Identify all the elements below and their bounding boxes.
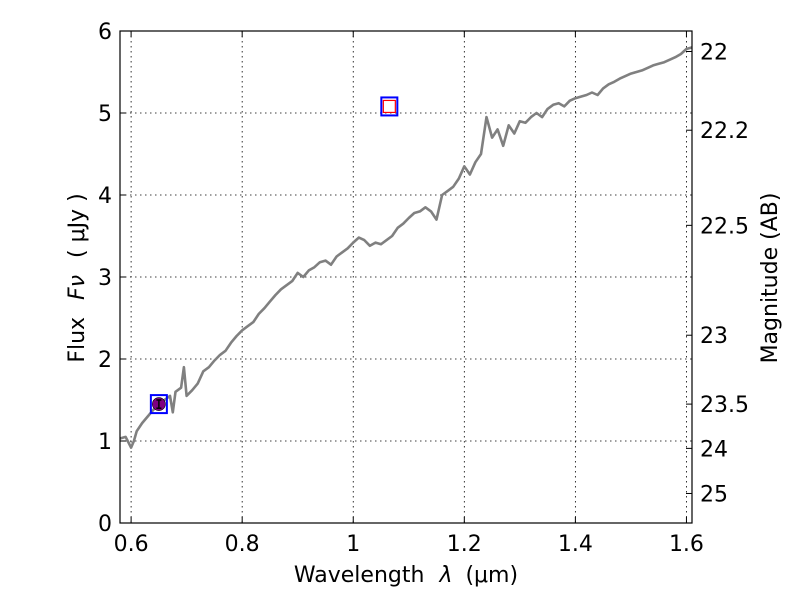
x-tick-label: 1.2: [447, 532, 482, 557]
y-tick-label: 5: [98, 102, 112, 127]
y2-tick-label: 22: [700, 41, 728, 66]
x-tick-label: 0.6: [114, 532, 149, 557]
y-axis-label-text: Flux: [65, 317, 90, 363]
y2-tick-label: 22.5: [700, 214, 749, 239]
grid: [120, 30, 692, 524]
y2-tick-label: 25: [700, 482, 728, 507]
photometry-points: [149, 96, 399, 415]
y-tick-label: 1: [98, 430, 112, 455]
y-axis-label-symbol: Fν: [65, 275, 90, 300]
photometry-box: [380, 96, 399, 117]
y-axis-label-unit: ( μJy ): [65, 193, 90, 258]
x-axis-label-symbol: λ: [438, 563, 452, 588]
y2-tick-label: 24: [700, 437, 728, 462]
y2-tick-label: 23: [700, 324, 728, 349]
spectrum-line: [119, 46, 693, 449]
axis-ticks: 0.6 0.8 1 1.2 1.4 1.601234562222.222.52323.52…: [98, 20, 749, 557]
y-tick-label: 0: [98, 512, 112, 537]
x-axis-label: Wavelength λ (μm): [294, 563, 518, 588]
photometry-inner-square: [382, 99, 396, 114]
x-tick-label: 0.8: [225, 532, 260, 557]
x-tick-label: 1.6: [669, 532, 704, 557]
y-tick-label: 2: [98, 348, 112, 373]
y2-tick-label: 23.5: [700, 393, 749, 418]
y-tick-label: 4: [98, 184, 112, 209]
y-tick-label: 6: [98, 20, 112, 45]
photometry-box: [149, 394, 168, 415]
x-axis-label-unit: (μm): [465, 563, 518, 588]
x-tick-label: 1.4: [558, 532, 593, 557]
x-axis-label-text: Wavelength: [294, 563, 425, 588]
y-tick-label: 3: [98, 266, 112, 291]
spectrum-series: [119, 46, 693, 449]
y2-axis-label: Magnitude (AB): [758, 193, 783, 364]
y-axis-label: Flux Fν ( μJy ): [65, 193, 90, 362]
x-tick-label: 1: [346, 532, 360, 557]
y2-tick-label: 22.2: [700, 119, 749, 144]
